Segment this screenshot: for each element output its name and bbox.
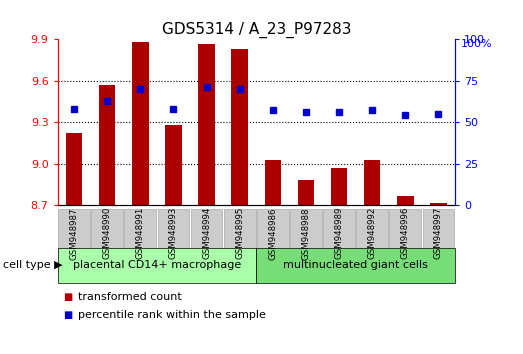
Bar: [364, 160, 381, 205]
Text: GSM948992: GSM948992: [368, 207, 377, 259]
Bar: [265, 160, 281, 205]
Title: GDS5314 / A_23_P97283: GDS5314 / A_23_P97283: [162, 21, 351, 38]
Text: GSM948988: GSM948988: [301, 207, 311, 259]
Text: GSM948991: GSM948991: [136, 207, 145, 259]
Bar: [298, 180, 314, 205]
Text: GSM948996: GSM948996: [401, 207, 410, 259]
Text: GSM948987: GSM948987: [70, 207, 78, 259]
Text: multinucleated giant cells: multinucleated giant cells: [283, 261, 428, 270]
Text: ■: ■: [63, 292, 72, 302]
Text: 100%: 100%: [461, 39, 492, 49]
Bar: [231, 48, 248, 205]
Bar: [430, 202, 447, 205]
Bar: [66, 133, 83, 205]
Text: GSM948990: GSM948990: [103, 207, 112, 259]
Text: cell type ▶: cell type ▶: [3, 261, 62, 270]
Text: percentile rank within the sample: percentile rank within the sample: [78, 310, 266, 320]
Text: GSM948995: GSM948995: [235, 207, 244, 259]
Bar: [132, 42, 149, 205]
Text: GSM948989: GSM948989: [335, 207, 344, 259]
Text: transformed count: transformed count: [78, 292, 182, 302]
Text: ■: ■: [63, 310, 72, 320]
Text: GSM948986: GSM948986: [268, 207, 277, 259]
Bar: [397, 196, 414, 205]
Text: GSM948994: GSM948994: [202, 207, 211, 259]
Bar: [165, 125, 182, 205]
Text: placental CD14+ macrophage: placental CD14+ macrophage: [73, 261, 241, 270]
Text: GSM948993: GSM948993: [169, 207, 178, 259]
Text: GSM948997: GSM948997: [434, 207, 443, 259]
Bar: [99, 85, 116, 205]
Bar: [198, 45, 215, 205]
Bar: [331, 168, 347, 205]
